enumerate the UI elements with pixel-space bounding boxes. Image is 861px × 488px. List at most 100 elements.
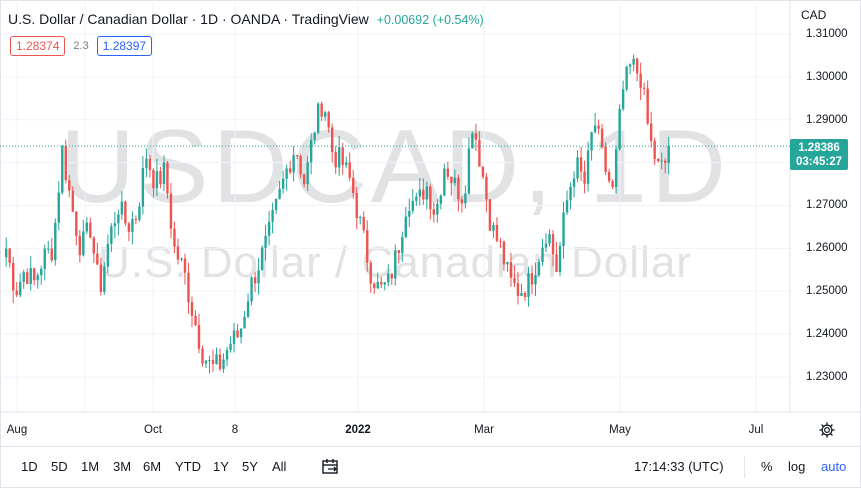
candle xyxy=(373,282,376,295)
percent-scale-toggle[interactable]: % xyxy=(761,459,773,474)
range-1d-button[interactable]: 1D xyxy=(21,459,38,474)
price-label: 1.27000 xyxy=(806,199,848,211)
candle-body xyxy=(345,162,348,166)
candle-body xyxy=(166,162,169,194)
candle xyxy=(586,141,590,192)
candle xyxy=(187,262,190,314)
candle xyxy=(145,148,148,178)
candle xyxy=(397,250,400,264)
candle-body xyxy=(173,228,176,247)
candle xyxy=(5,237,8,267)
last-price-tag: 1.28386 03:45:27 xyxy=(790,139,848,170)
candle xyxy=(660,152,663,170)
candle-body xyxy=(82,231,85,256)
candle xyxy=(345,156,348,169)
range-5y-button[interactable]: 5Y xyxy=(242,459,258,474)
candle xyxy=(211,349,215,372)
log-scale-toggle[interactable]: log xyxy=(788,459,806,474)
candle xyxy=(26,268,29,285)
candle-body xyxy=(394,250,397,279)
candle xyxy=(432,201,436,223)
date-range-icon[interactable] xyxy=(321,458,341,476)
candle-body xyxy=(450,176,453,184)
candle xyxy=(495,217,499,243)
candle-body xyxy=(187,272,190,303)
candle-body xyxy=(513,277,516,284)
candle xyxy=(113,211,117,239)
candle-body xyxy=(348,162,351,178)
candle-body xyxy=(78,235,82,256)
candle xyxy=(656,158,660,163)
candle-body xyxy=(618,108,621,150)
range-1m-button[interactable]: 1M xyxy=(81,459,100,474)
candle-body xyxy=(232,330,236,344)
currency-label[interactable]: CAD xyxy=(801,8,827,22)
candle-body xyxy=(194,315,197,325)
candle-body xyxy=(590,132,593,151)
candle-body xyxy=(541,247,544,263)
auto-scale-toggle[interactable]: auto xyxy=(821,459,847,474)
candle-body xyxy=(660,160,663,162)
candle-body xyxy=(92,237,96,254)
candle-body xyxy=(134,218,138,220)
candle-body xyxy=(295,155,299,157)
candle xyxy=(316,102,320,135)
chart-grid xyxy=(0,0,861,413)
candle-body xyxy=(306,162,309,185)
candle-body xyxy=(316,103,320,133)
candle xyxy=(243,310,246,329)
utc-clock[interactable]: 17:14:33 (UTC) xyxy=(634,459,724,474)
candle-body xyxy=(19,281,22,296)
candle-body xyxy=(243,316,246,329)
candle xyxy=(103,262,106,295)
candle xyxy=(513,265,516,288)
candle-body xyxy=(267,221,271,236)
candle xyxy=(82,219,85,257)
spread-value: 2.3 xyxy=(73,40,89,52)
buy-button[interactable]: 1.28397 xyxy=(96,36,153,56)
candlestick-chart[interactable] xyxy=(0,0,861,446)
candle-body xyxy=(376,282,379,289)
candle xyxy=(309,133,313,175)
candle xyxy=(68,174,71,198)
candle xyxy=(562,201,565,259)
candle-body xyxy=(281,178,285,189)
range-6m-button[interactable]: 6M xyxy=(143,459,162,474)
range-ytd-button[interactable]: YTD xyxy=(175,459,201,474)
candle xyxy=(215,347,218,365)
range-all-button[interactable]: All xyxy=(272,459,287,474)
price-label: 1.29000 xyxy=(806,114,848,126)
range-3m-button[interactable]: 3M xyxy=(113,459,132,474)
candle-body xyxy=(323,112,327,117)
candle-body xyxy=(127,223,131,232)
bottom-toolbar: 1D 5D 1M 3M 6M YTD 1Y 5Y All 17:14:33 (U… xyxy=(0,446,861,488)
candle xyxy=(299,154,302,179)
candle xyxy=(323,110,327,121)
candle xyxy=(327,110,330,133)
symbol-title[interactable]: U.S. Dollar / Canadian Dollar · 1D · OAN… xyxy=(8,11,484,27)
candle xyxy=(572,171,576,198)
candle-body xyxy=(222,359,225,370)
candle-body xyxy=(299,156,302,175)
settings-gear-icon[interactable] xyxy=(818,421,836,439)
range-1y-button[interactable]: 1Y xyxy=(213,459,229,474)
candle-body xyxy=(33,268,36,281)
candle xyxy=(341,142,344,175)
candle-body xyxy=(464,193,467,204)
candle-body xyxy=(85,222,89,232)
candle-body xyxy=(429,186,432,210)
sell-button[interactable]: 1.28374 xyxy=(10,36,66,56)
candle xyxy=(257,257,260,295)
candle xyxy=(106,234,110,273)
candle-body xyxy=(225,349,229,360)
candle xyxy=(134,215,138,225)
candle xyxy=(96,242,99,265)
time-label: Jul xyxy=(748,424,764,436)
candle xyxy=(173,221,176,254)
candle-body xyxy=(544,243,548,248)
time-label: Mar xyxy=(474,424,494,436)
candle-body xyxy=(495,224,499,241)
candle xyxy=(236,324,239,339)
candle-body xyxy=(180,258,183,260)
range-5d-button[interactable]: 5D xyxy=(51,459,68,474)
